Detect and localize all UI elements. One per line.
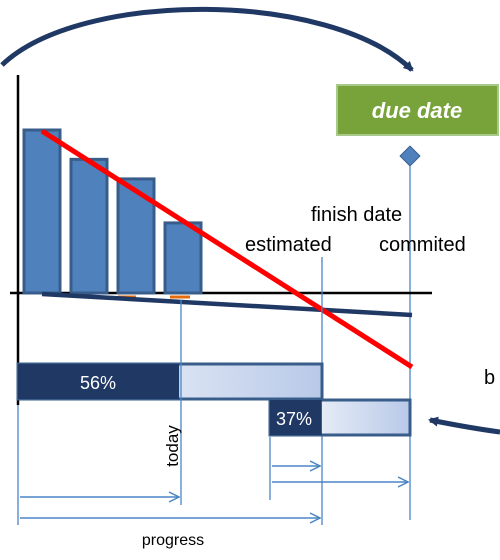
- due-date-label: due date: [372, 98, 462, 123]
- due-date-box: due date: [336, 84, 499, 136]
- burndown-bar: [22, 128, 62, 295]
- due-date-diamond-marker: [399, 145, 421, 167]
- burndown-bar: [163, 221, 203, 295]
- remaining-gauge: 37%: [268, 398, 412, 437]
- progress-percent-label: 56%: [80, 373, 116, 393]
- cropped-side-label: b: [484, 367, 495, 389]
- remaining-percent-label: 37%: [276, 409, 312, 429]
- burndown-bars: [22, 128, 203, 295]
- burndown-bar: [116, 177, 156, 295]
- burndown-trend-line: [40, 128, 414, 370]
- estimated-label: estimated: [245, 234, 332, 256]
- arrow-to-remaining-gauge: [428, 416, 500, 435]
- progress-gauge: 56%: [16, 362, 324, 401]
- burndown-bar: [69, 157, 109, 295]
- finish-date-label: finish date: [311, 204, 402, 226]
- committed-label: commited: [379, 234, 466, 256]
- today-label: today: [163, 425, 182, 467]
- velocity-baseline-line: [41, 291, 413, 318]
- curved-arrow-to-due-date: [0, 6, 414, 72]
- progress-label: progress: [142, 532, 204, 549]
